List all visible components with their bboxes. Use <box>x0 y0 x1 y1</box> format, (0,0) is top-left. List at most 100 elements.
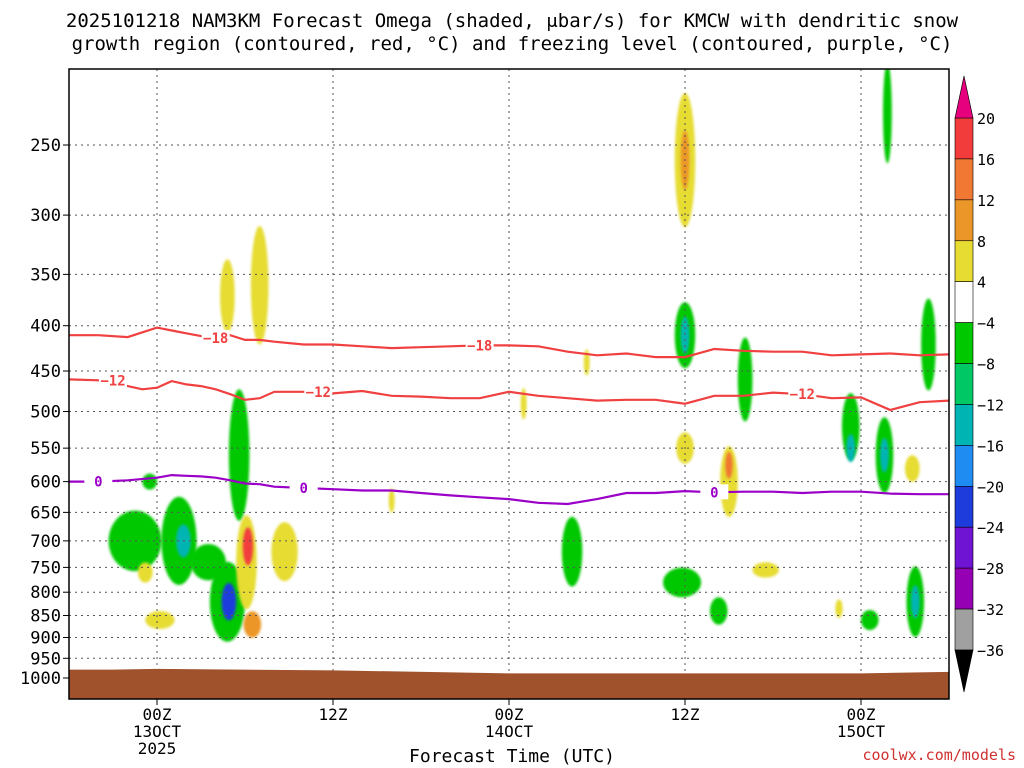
contour-label--12: −12 <box>790 387 815 403</box>
y-tick-label-300: 300 <box>30 206 61 226</box>
omega-region-40 <box>905 455 920 482</box>
omega-region-32 <box>841 393 860 460</box>
y-tick-label-400: 400 <box>30 317 61 337</box>
colorbar-top-arrow <box>954 75 974 119</box>
y-tick-label-500: 500 <box>30 403 61 423</box>
colorbar-band-10 <box>954 526 974 569</box>
grid-lines <box>69 69 949 699</box>
colorbar-band-5 <box>954 322 974 364</box>
colorbar-label-5: −4 <box>977 315 995 333</box>
omega-region-36 <box>880 437 889 473</box>
contour-label-bg-1-0 <box>99 372 127 388</box>
contour-line-0 <box>69 473 949 506</box>
colorbar-band-4 <box>954 281 974 323</box>
omega-region-19 <box>561 516 583 587</box>
y-tick-label-900: 900 <box>30 628 61 648</box>
contour-label-0: 0 <box>94 475 102 491</box>
colorbar-band-11 <box>954 567 974 610</box>
ground-surface <box>69 668 949 699</box>
y-tick-label-750: 750 <box>30 558 61 578</box>
y-tick-label-550: 550 <box>30 439 61 459</box>
contour-label--18: −18 <box>467 338 492 354</box>
omega-region-38 <box>910 585 920 619</box>
colorbar-label-4: 4 <box>977 274 986 292</box>
colorbar-label-1: 16 <box>977 151 995 169</box>
omega-region-31 <box>835 599 843 618</box>
omega-region-11 <box>250 225 269 345</box>
x-axis-title: Forecast Time (UTC) <box>409 746 615 767</box>
colorbar-label-3: 8 <box>977 233 986 251</box>
x-tick-date-48: 15OCT <box>837 722 886 741</box>
y-tick-label-650: 650 <box>30 503 61 523</box>
colorbar-band-12 <box>954 608 974 651</box>
omega-region-16 <box>388 488 395 513</box>
omega-region-18 <box>583 349 590 376</box>
colorbar-label-13: −36 <box>977 642 1004 660</box>
omega-region-9 <box>137 562 153 583</box>
x-tick-label-48: 00Z <box>847 705 876 724</box>
colorbar-band-8 <box>954 445 974 487</box>
source-credit: coolwx.com/models <box>862 746 1016 764</box>
omega-region-30 <box>752 562 779 578</box>
y-tick-label-250: 250 <box>30 136 61 156</box>
omega-region-7 <box>190 544 226 581</box>
contour-label-bg-2-1 <box>289 479 318 495</box>
chart-title-line-1: 2025101218 NAM3KM Forecast Omega (shaded… <box>65 10 959 32</box>
y-tick-label-1000: 1000 <box>20 669 61 689</box>
x-tick-date-24: 14OCT <box>485 722 534 741</box>
omega-region-25 <box>663 567 702 598</box>
omega-region-41 <box>883 69 892 164</box>
contour-label--12: −12 <box>306 385 331 401</box>
x-tick-label-0: 00Z <box>143 705 172 724</box>
colorbar-label-10: −24 <box>977 519 1004 537</box>
x-tick-label-12: 12Z <box>319 705 348 724</box>
y-axis-ticks: 2503003504004505005506006507007508008509… <box>20 136 69 689</box>
colorbar-label-9: −20 <box>977 478 1004 496</box>
contour-line--18 <box>69 326 949 359</box>
colorbar-bottom-arrow <box>954 649 974 693</box>
x-tick-date-0: 13OCT <box>133 722 182 741</box>
y-tick-label-350: 350 <box>30 265 61 285</box>
y-tick-label-800: 800 <box>30 583 61 603</box>
omega-region-6 <box>228 389 250 521</box>
contour-label-0: 0 <box>710 485 718 501</box>
contour-label-bg-0-0 <box>201 330 230 346</box>
contour-label-bg-1-2 <box>788 386 817 402</box>
y-tick-label-950: 950 <box>30 649 61 669</box>
colorbar-band-2 <box>954 199 974 242</box>
y-tick-label-600: 600 <box>30 473 61 493</box>
colorbar-band-0 <box>954 117 974 160</box>
x-tick-label-24: 00Z <box>495 705 524 724</box>
contour-label-0: 0 <box>299 481 307 497</box>
colorbar-label-7: −12 <box>977 396 1004 414</box>
colorbar-label-8: −16 <box>977 437 1004 455</box>
colorbar-label-2: 12 <box>977 192 995 210</box>
omega-region-15 <box>271 522 298 582</box>
omega-region-39 <box>921 298 936 391</box>
x-tick-year-0: 2025 <box>138 739 177 758</box>
colorbar-label-12: −32 <box>977 601 1004 619</box>
colorbar-band-3 <box>954 240 974 282</box>
x-tick-label-36: 12Z <box>671 705 700 724</box>
omega-region-14 <box>243 611 262 638</box>
colorbar-label-6: −8 <box>977 356 995 374</box>
y-tick-label-700: 700 <box>30 532 61 552</box>
omega-region-27 <box>725 451 733 479</box>
contour-label--12: −12 <box>100 373 125 389</box>
terrain-ground <box>69 668 949 699</box>
contour-label-bg-2-0 <box>84 473 113 489</box>
omega-region-13 <box>242 527 254 566</box>
omega-region-10 <box>220 259 235 333</box>
contour-lines: −18 −18 −12 −12 −12 0 0 0 <box>69 326 949 506</box>
contour-label--18: −18 <box>203 331 228 347</box>
contour-label-bg-1-1 <box>304 383 333 399</box>
y-tick-label-850: 850 <box>30 607 61 627</box>
omega-region-8 <box>145 611 175 629</box>
colorbar: 20 16 12 8 4 −4 −8 −12 −16 −20 −24 −28 −32 −36 <box>954 75 1004 693</box>
omega-region-28 <box>709 597 728 625</box>
omega-region-29 <box>737 337 753 422</box>
contour-label-bg-0-1 <box>465 337 494 353</box>
colorbar-label-0: 20 <box>977 110 995 128</box>
